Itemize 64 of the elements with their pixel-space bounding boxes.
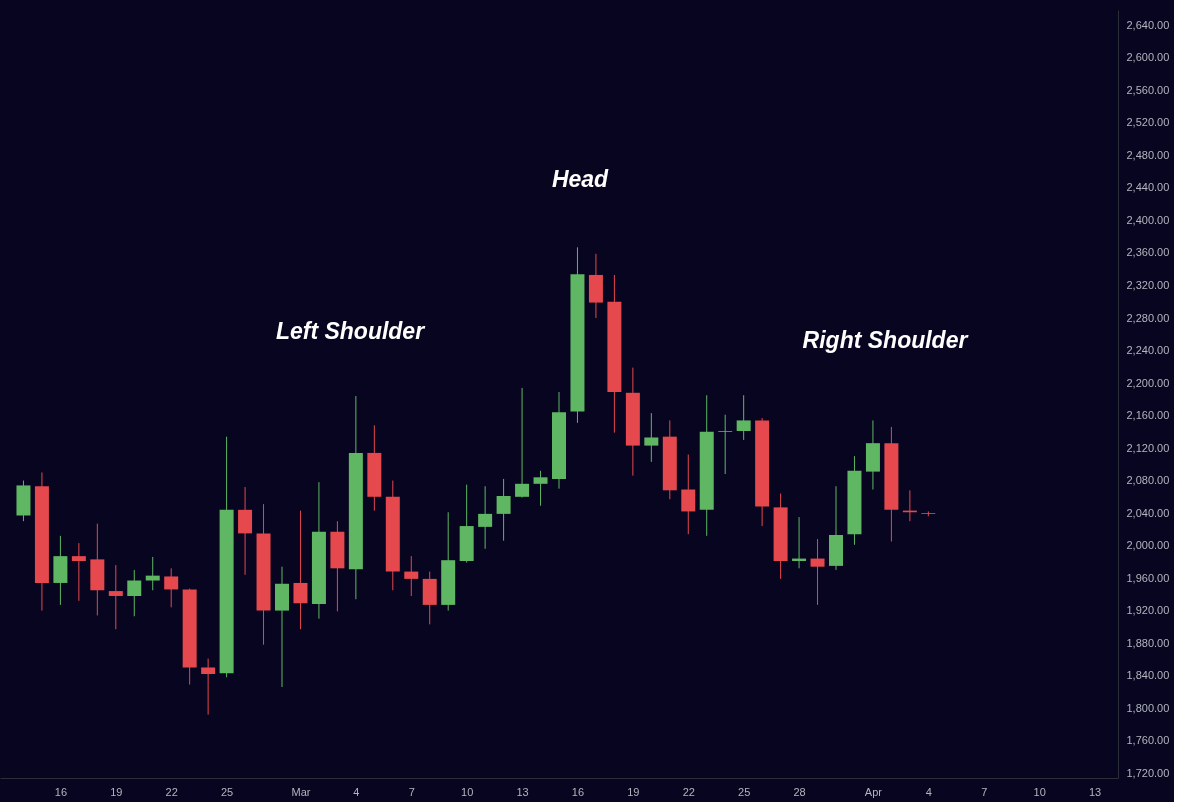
candlestick [515, 387, 530, 499]
candlestick [644, 412, 659, 463]
x-tick-label: 10 [461, 785, 474, 798]
x-tick-label: 10 [1033, 785, 1046, 798]
y-tick-label: 2,320.00 [1126, 279, 1170, 291]
y-tick-label: 1,720.00 [1126, 766, 1170, 779]
candlestick [681, 454, 696, 535]
y-tick-label: 1,960.00 [1126, 571, 1170, 584]
y-tick-label: 2,040.00 [1126, 506, 1170, 519]
y-tick-label: 2,200.00 [1126, 376, 1170, 389]
y-tick-label: 2,440.00 [1126, 181, 1170, 194]
y-tick-label: 2,120.00 [1126, 441, 1170, 454]
x-tick-label: 25 [738, 785, 751, 798]
candlestick [108, 564, 123, 630]
candlestick [238, 486, 253, 576]
y-tick-label: 2,360.00 [1126, 246, 1170, 259]
x-tick-label: 28 [793, 785, 806, 798]
y-tick-label: 2,400.00 [1126, 213, 1170, 226]
x-tick-label: 19 [110, 785, 123, 798]
y-tick-label: 2,080.00 [1126, 474, 1170, 487]
x-tick-label: 7 [408, 785, 415, 798]
y-tick-label: 1,760.00 [1126, 734, 1170, 747]
y-tick-label: 2,520.00 [1126, 116, 1170, 129]
x-tick-label: 4 [353, 785, 360, 798]
x-tick-label: 13 [1088, 785, 1102, 798]
y-tick-label: 2,160.00 [1126, 409, 1170, 422]
y-tick-label: 2,240.00 [1126, 344, 1170, 357]
x-tick-label: 22 [165, 785, 178, 798]
candlestick [810, 538, 825, 606]
x-tick-label: 16 [571, 785, 585, 798]
x-tick-label: 7 [981, 785, 988, 798]
candlestick [71, 542, 86, 602]
candlestick [164, 567, 179, 608]
y-tick-label: 2,640.00 [1126, 18, 1170, 31]
candlestick [718, 414, 733, 475]
x-tick-label: 13 [516, 785, 529, 798]
y-tick-label: 1,800.00 [1126, 701, 1170, 714]
x-tick-label: 19 [627, 785, 640, 798]
candlestick [404, 555, 419, 597]
annotation: Right Shoulder [802, 327, 969, 353]
x-tick-label: 25 [220, 785, 234, 798]
x-tick-label: 4 [925, 785, 932, 798]
candlestick [145, 556, 160, 591]
annotation: Left Shoulder [275, 318, 426, 344]
candlestick [201, 658, 216, 716]
x-tick-label: Mar [291, 785, 311, 798]
y-tick-label: 2,000.00 [1126, 539, 1170, 552]
y-tick-label: 2,480.00 [1126, 148, 1170, 161]
y-tick-label: 1,880.00 [1126, 636, 1170, 649]
candlestick [496, 478, 511, 542]
candlestick [293, 510, 308, 630]
y-tick-label: 2,600.00 [1126, 51, 1170, 64]
x-tick-label: 22 [682, 785, 695, 798]
y-tick-label: 2,280.00 [1126, 311, 1170, 324]
candlestick [127, 569, 142, 617]
x-tick-label: Apr [864, 785, 883, 798]
candlestick [533, 470, 548, 507]
candlestick [478, 485, 493, 550]
y-tick-label: 2,560.00 [1126, 83, 1170, 96]
candlestick [736, 394, 751, 441]
x-tick-label: 16 [54, 785, 68, 798]
annotation: Head [551, 166, 610, 192]
y-tick-label: 1,920.00 [1126, 604, 1170, 617]
y-tick-label: 1,840.00 [1126, 669, 1170, 682]
